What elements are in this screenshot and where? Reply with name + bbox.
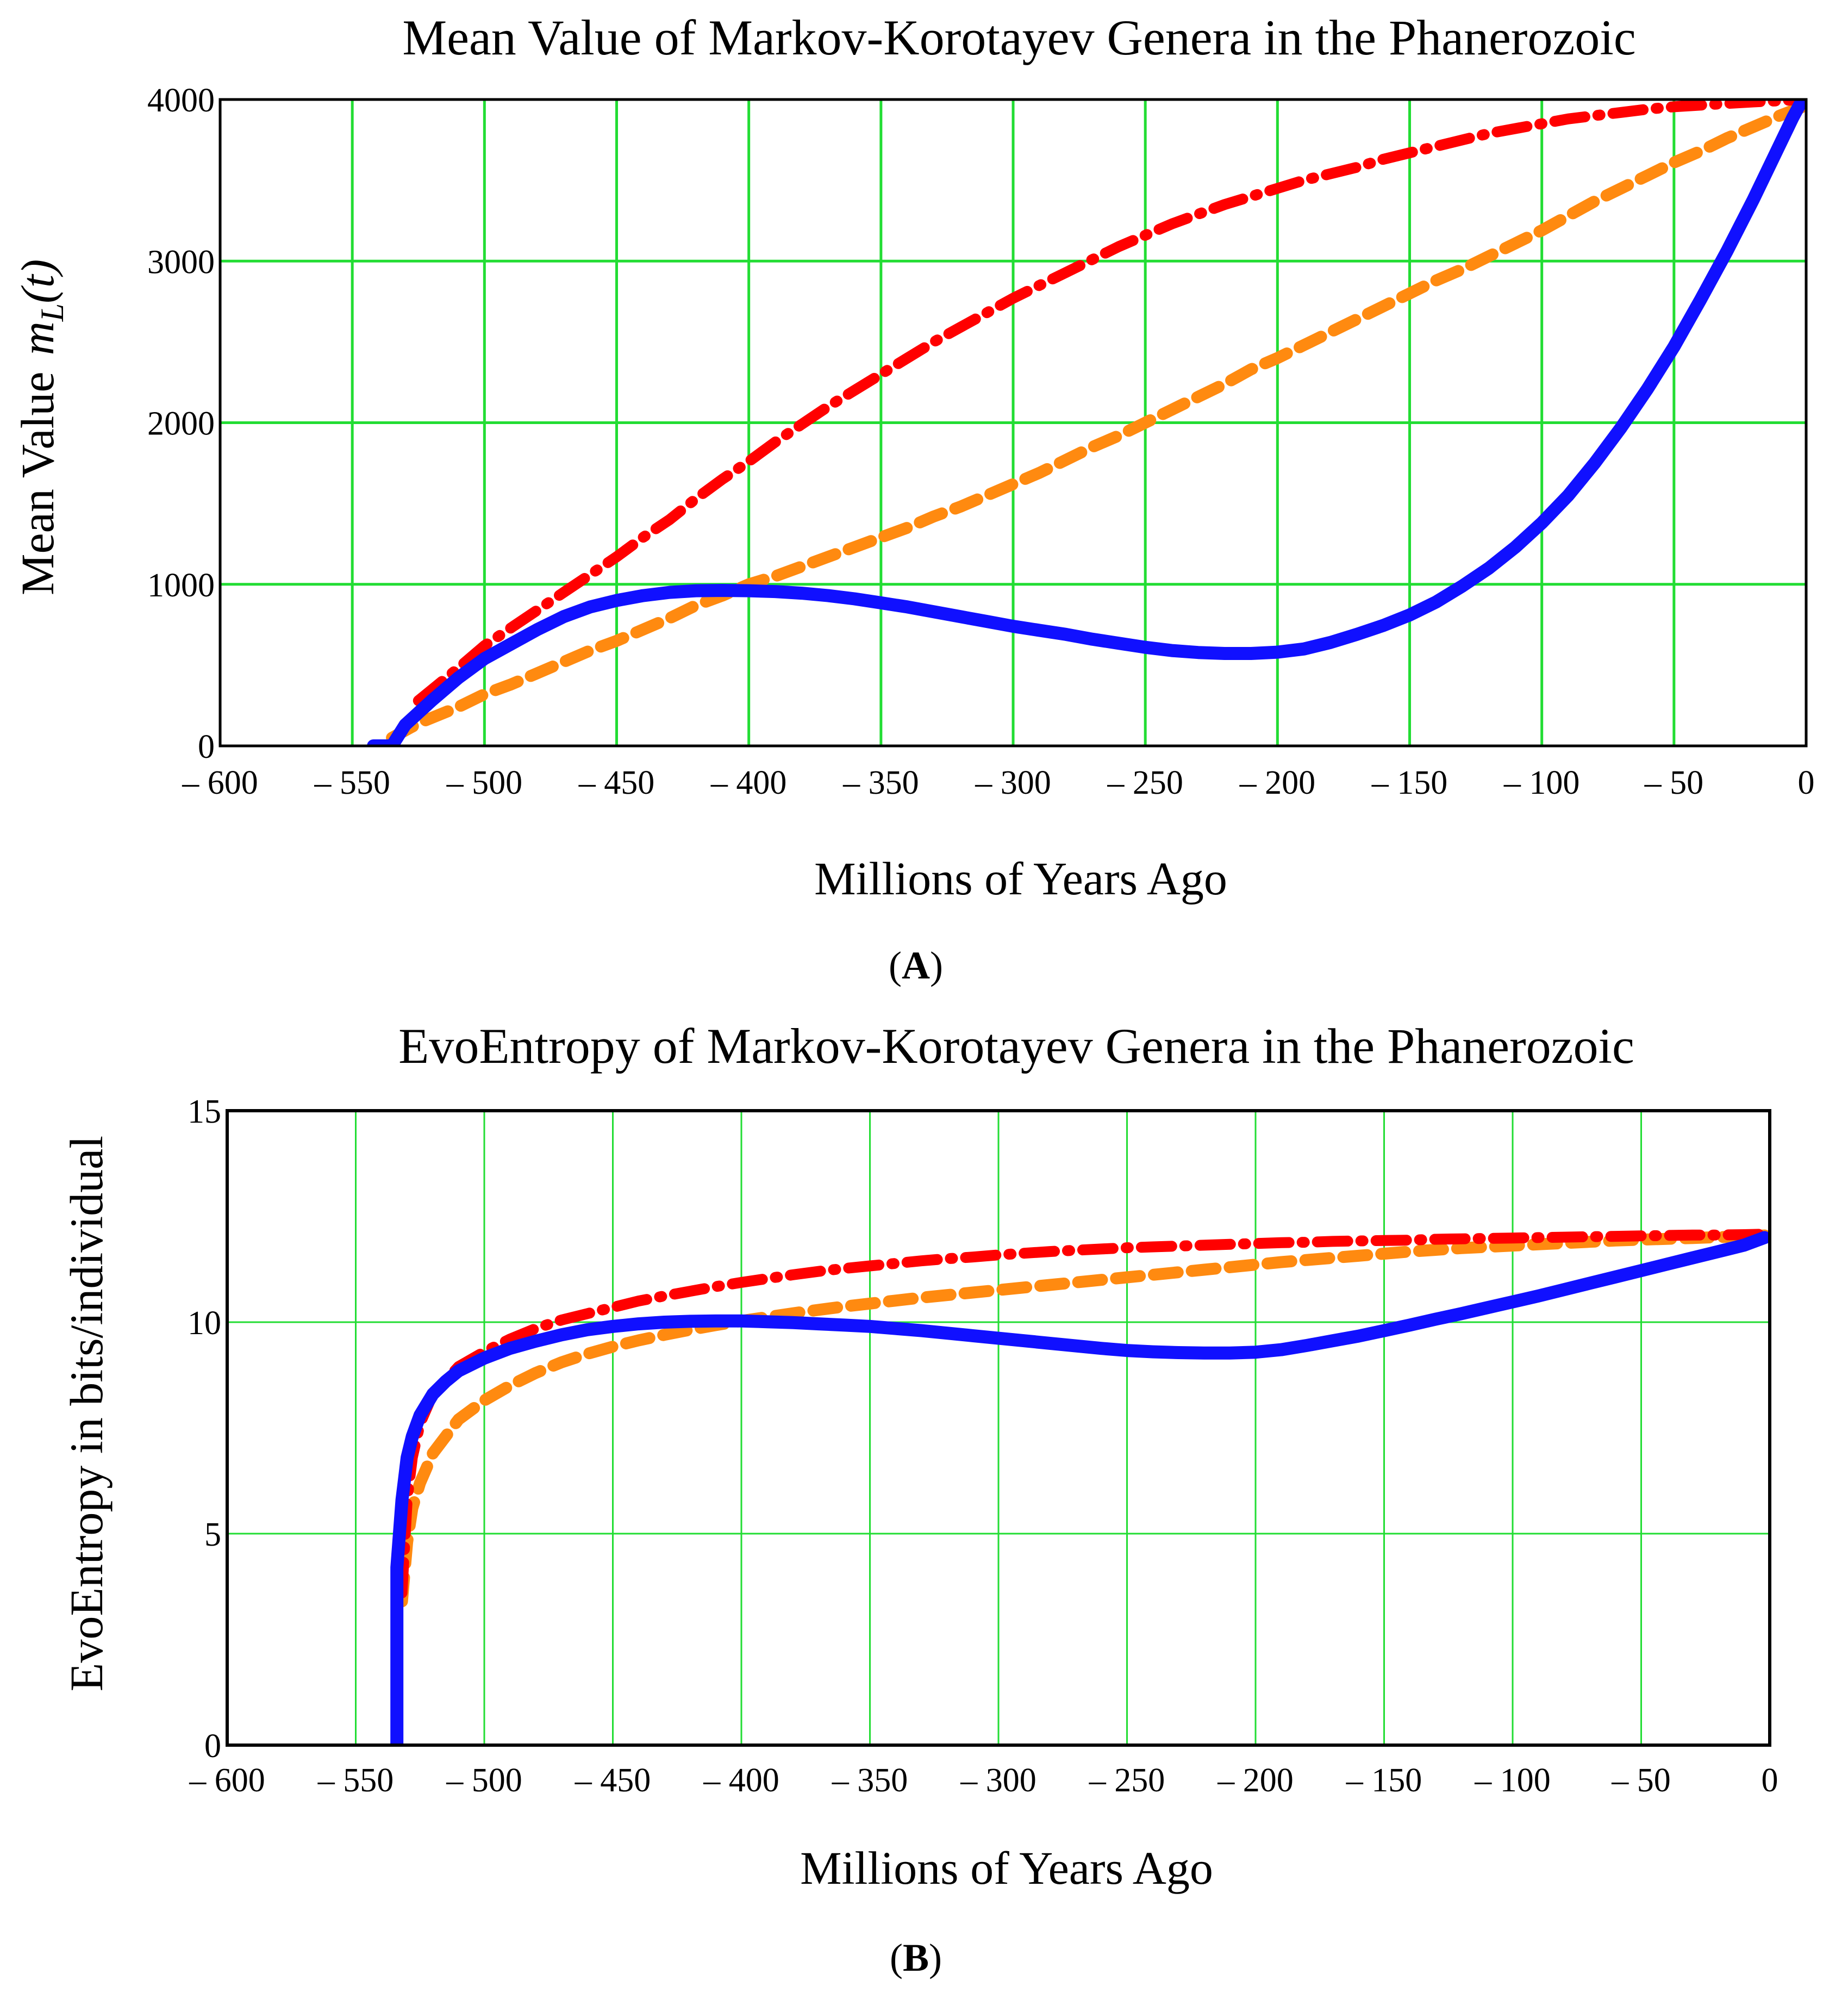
chart-a-y-tick-label: 3000: [147, 244, 215, 281]
chart-a-series-orange-dashed: [386, 101, 1806, 744]
chart-b-frame: [226, 1109, 1771, 1747]
chart-a-y-axis-label-text: Mean Value: [11, 371, 64, 595]
chart-a-y-axis-label: Mean Value mL(t): [11, 259, 70, 595]
chart-a-x-tick-label: – 400: [710, 764, 787, 801]
chart-a-title: Mean Value of Markov-Korotayev Genera in…: [402, 10, 1635, 65]
chart-b-series-group: [390, 1229, 1770, 1745]
chart-a-x-tick-label: 0: [1798, 764, 1815, 801]
chart-a-x-tick-label: – 500: [446, 764, 523, 801]
chart-a-x-tick-label: – 250: [1107, 764, 1183, 801]
chart-a-x-tick-label: – 550: [314, 764, 390, 801]
chart-a-y-tick-label: 1000: [147, 567, 215, 604]
chart-b-y-tick-label: 5: [204, 1516, 221, 1553]
chart-b-x-tick-label: – 100: [1474, 1762, 1551, 1799]
chart-b-series-blue-solid: [390, 1231, 1770, 1745]
chart-b-x-tick-label: – 400: [703, 1762, 779, 1799]
chart-b-x-tick-label: 0: [1762, 1762, 1778, 1799]
chart-b-x-tick-label: – 200: [1217, 1762, 1294, 1799]
chart-b-x-tick-label: – 350: [832, 1762, 908, 1799]
chart-a-x-axis-label: Millions of Years Ago: [814, 852, 1227, 905]
chart-b-x-tick-label: – 250: [1089, 1762, 1165, 1799]
panel-label-b: (B): [890, 1936, 942, 1979]
chart-b-plot-area: – 600– 550– 500– 450– 400– 350– 300– 250…: [188, 1093, 1778, 1799]
panel-b-evoentropy-chart: EvoEntropy of Markov-Korotayev Genera in…: [60, 1018, 1778, 1979]
chart-b-x-tick-label: – 500: [446, 1762, 522, 1799]
chart-b-title: EvoEntropy of Markov-Korotayev Genera in…: [398, 1018, 1634, 1074]
chart-a-x-tick-label: – 50: [1644, 764, 1704, 801]
chart-a-x-tick-label: – 100: [1503, 764, 1580, 801]
chart-a-x-tick-label: – 350: [842, 764, 919, 801]
chart-b-x-tick-label: – 50: [1611, 1762, 1671, 1799]
chart-a-y-axis-label-m: m: [11, 321, 64, 355]
panel-label-a: (A): [889, 944, 943, 987]
svg-text:Mean ValuemL(t): Mean Value mL(t): [11, 259, 70, 595]
chart-b-x-tick-label: – 300: [960, 1762, 1037, 1799]
chart-b-series-red-dashdot: [396, 1229, 1770, 1598]
chart-a-y-axis-label-arg: (t): [11, 259, 64, 303]
chart-a-x-tick-label: – 300: [975, 764, 1051, 801]
chart-b-x-tick-label: – 450: [575, 1762, 651, 1799]
chart-b-series-orange-dashed: [396, 1229, 1770, 1608]
chart-a-y-tick-label: 4000: [147, 82, 215, 119]
chart-b-x-tick-label: – 600: [189, 1762, 265, 1799]
chart-b-x-axis-label: Millions of Years Ago: [800, 1842, 1213, 1894]
chart-b-x-tick-label: – 150: [1346, 1762, 1422, 1799]
chart-a-y-axis-label-sub: L: [34, 303, 70, 322]
chart-b-y-tick-label: 0: [204, 1728, 221, 1765]
chart-a-series-blue-solid: [367, 99, 1806, 746]
chart-b-x-tick-label: – 550: [317, 1762, 394, 1799]
chart-a-x-tick-label: – 600: [182, 764, 258, 801]
chart-a-y-tick-label: 2000: [147, 406, 215, 443]
chart-a-series-group: [367, 99, 1806, 746]
chart-a-series-red-dashdot: [413, 99, 1806, 706]
chart-a-frame: [218, 98, 1808, 748]
chart-b-y-tick-label: 15: [188, 1093, 221, 1130]
chart-a-x-tick-label: – 150: [1371, 764, 1448, 801]
chart-a-x-tick-label: – 200: [1239, 764, 1316, 801]
chart-a-y-tick-label: 0: [198, 728, 215, 765]
chart-a-plot-area: – 600– 550– 500– 450– 400– 350– 300– 250…: [147, 82, 1815, 801]
chart-b-y-tick-label: 10: [188, 1305, 221, 1342]
chart-a-x-tick-label: – 450: [578, 764, 655, 801]
chart-b-y-axis-label: EvoEntropy in bits/individual: [60, 1136, 113, 1691]
panel-a-mean-value-chart: Mean Value of Markov-Korotayev Genera in…: [11, 10, 1815, 987]
